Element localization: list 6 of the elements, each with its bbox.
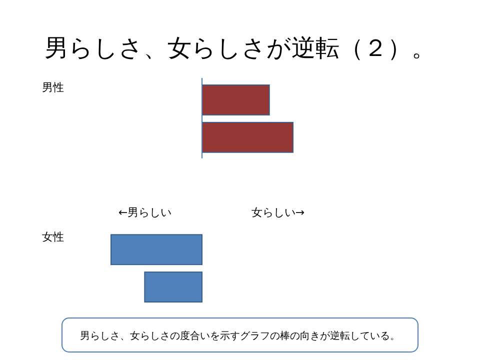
chart-title: 男らしさ、女らしさが逆転（２）。 [44, 34, 436, 62]
y-tick-label: 男性 [42, 81, 64, 94]
y-tick-label: 女性 [42, 230, 64, 244]
annotation: 男らしさ、女らしさの度合いを示すグラフの棒の向きが逆転している。 [80, 330, 400, 342]
annotation: ←男らしい [118, 206, 172, 220]
annotation: 女らしい→ [251, 206, 305, 220]
